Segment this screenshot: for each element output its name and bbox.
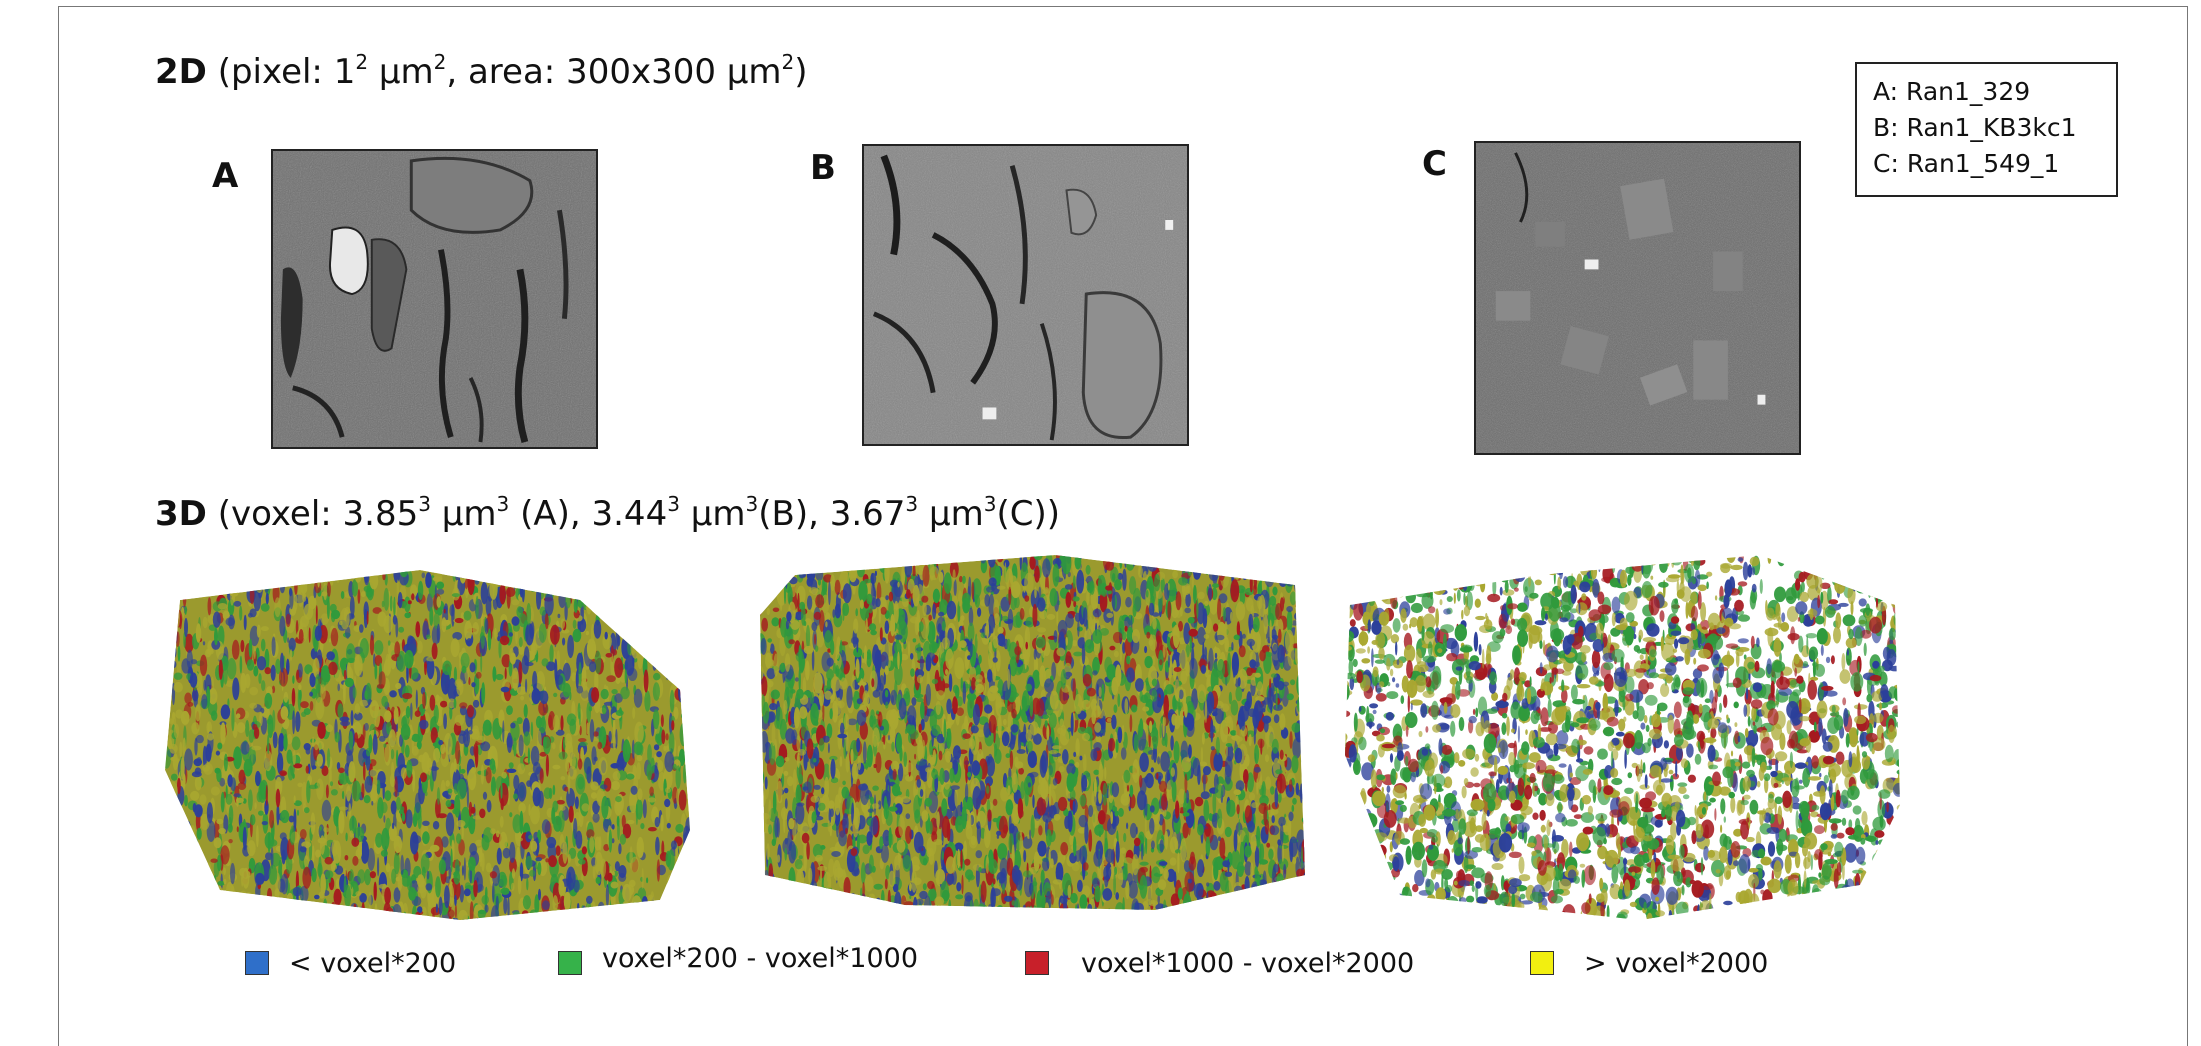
legend-label-small: < voxel*200 (289, 948, 456, 979)
legend-swatch-green (558, 951, 582, 975)
legend-item-xlarge: > voxel*2000 (1530, 945, 1768, 981)
sample-key-b: B: Ran1_KB3kc1 (1873, 110, 2116, 146)
legend-item-medium: voxel*200 - voxel*1000 (558, 940, 918, 976)
heading-3d: 3D (voxel: 3.853 µm3 (A), 3.443 µm3(B), … (155, 494, 1060, 534)
panel-letter-c: C (1422, 144, 1447, 184)
legend-label-xlarge: > voxel*2000 (1584, 948, 1768, 979)
panel-letter-b: B (810, 148, 836, 188)
legend-swatch-yellow (1530, 951, 1554, 975)
sample-key-a: A: Ran1_329 (1873, 74, 2116, 110)
sample-key-box: A: Ran1_329 B: Ran1_KB3kc1 C: Ran1_549_1 (1855, 62, 2118, 197)
legend-item-small: < voxel*200 (245, 945, 456, 981)
sample-key-c: C: Ran1_549_1 (1873, 146, 2116, 182)
legend-item-large: voxel*1000 - voxel*2000 (1025, 945, 1414, 981)
legend-swatch-red (1025, 951, 1049, 975)
pore-volume-b (755, 555, 1310, 915)
pore-volume-c (1340, 555, 1910, 925)
panel-letter-a: A (212, 156, 238, 196)
sem-image-b (862, 144, 1189, 446)
sem-image-a (271, 149, 598, 449)
heading-2d: 2D (pixel: 12 µm2, area: 300x300 µm2) (155, 52, 808, 92)
legend-label-medium: voxel*200 - voxel*1000 (602, 943, 918, 974)
sem-image-c (1474, 141, 1801, 455)
pore-volume-a (160, 570, 700, 930)
legend-label-large: voxel*1000 - voxel*2000 (1081, 948, 1414, 979)
legend-swatch-blue (245, 951, 269, 975)
